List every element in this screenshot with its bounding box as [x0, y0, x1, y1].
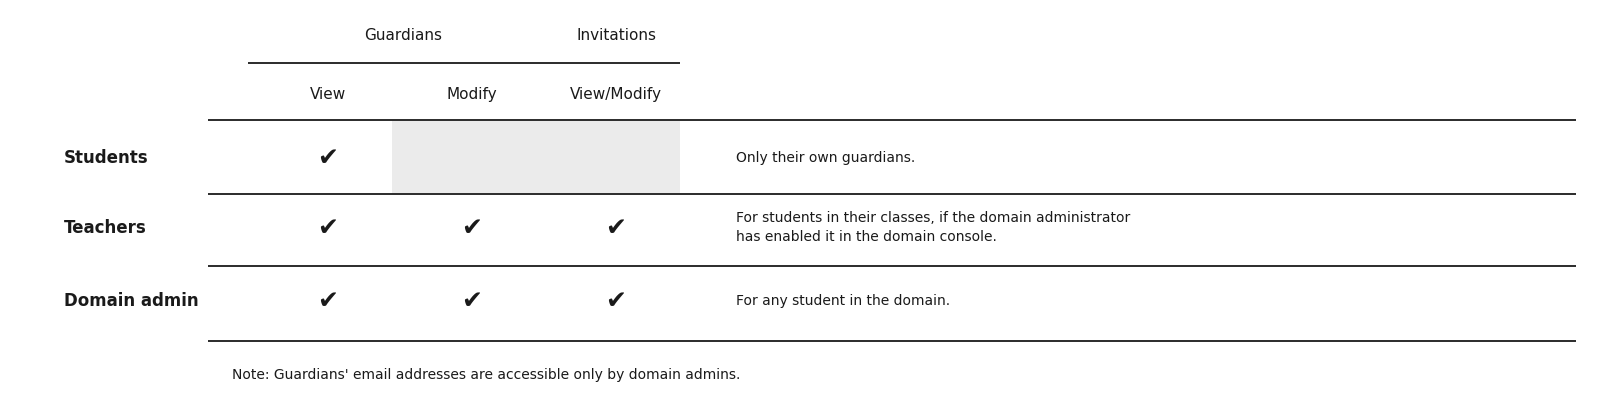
Text: Only their own guardians.: Only their own guardians.	[736, 151, 915, 164]
Bar	[392, 121, 680, 193]
Text: ✔: ✔	[317, 146, 339, 169]
Text: Students: Students	[64, 148, 149, 166]
Text: ✔: ✔	[461, 215, 483, 239]
Text: ✔: ✔	[461, 289, 483, 312]
Text: ✔: ✔	[605, 289, 627, 312]
Text: ✔: ✔	[317, 215, 339, 239]
Text: For students in their classes, if the domain administrator
has enabled it in the: For students in their classes, if the do…	[736, 210, 1130, 244]
Text: Modify: Modify	[446, 87, 498, 101]
Text: Note: Guardians' email addresses are accessible only by domain admins.: Note: Guardians' email addresses are acc…	[232, 367, 741, 381]
Text: ✔: ✔	[317, 289, 339, 312]
Text: Teachers: Teachers	[64, 218, 147, 236]
Text: Invitations: Invitations	[576, 28, 656, 43]
Text: ✔: ✔	[605, 215, 627, 239]
Text: Domain admin: Domain admin	[64, 292, 198, 310]
Text: View: View	[310, 87, 346, 101]
Text: For any student in the domain.: For any student in the domain.	[736, 294, 950, 308]
Text: Guardians: Guardians	[365, 28, 442, 43]
Text: View/Modify: View/Modify	[570, 87, 662, 101]
